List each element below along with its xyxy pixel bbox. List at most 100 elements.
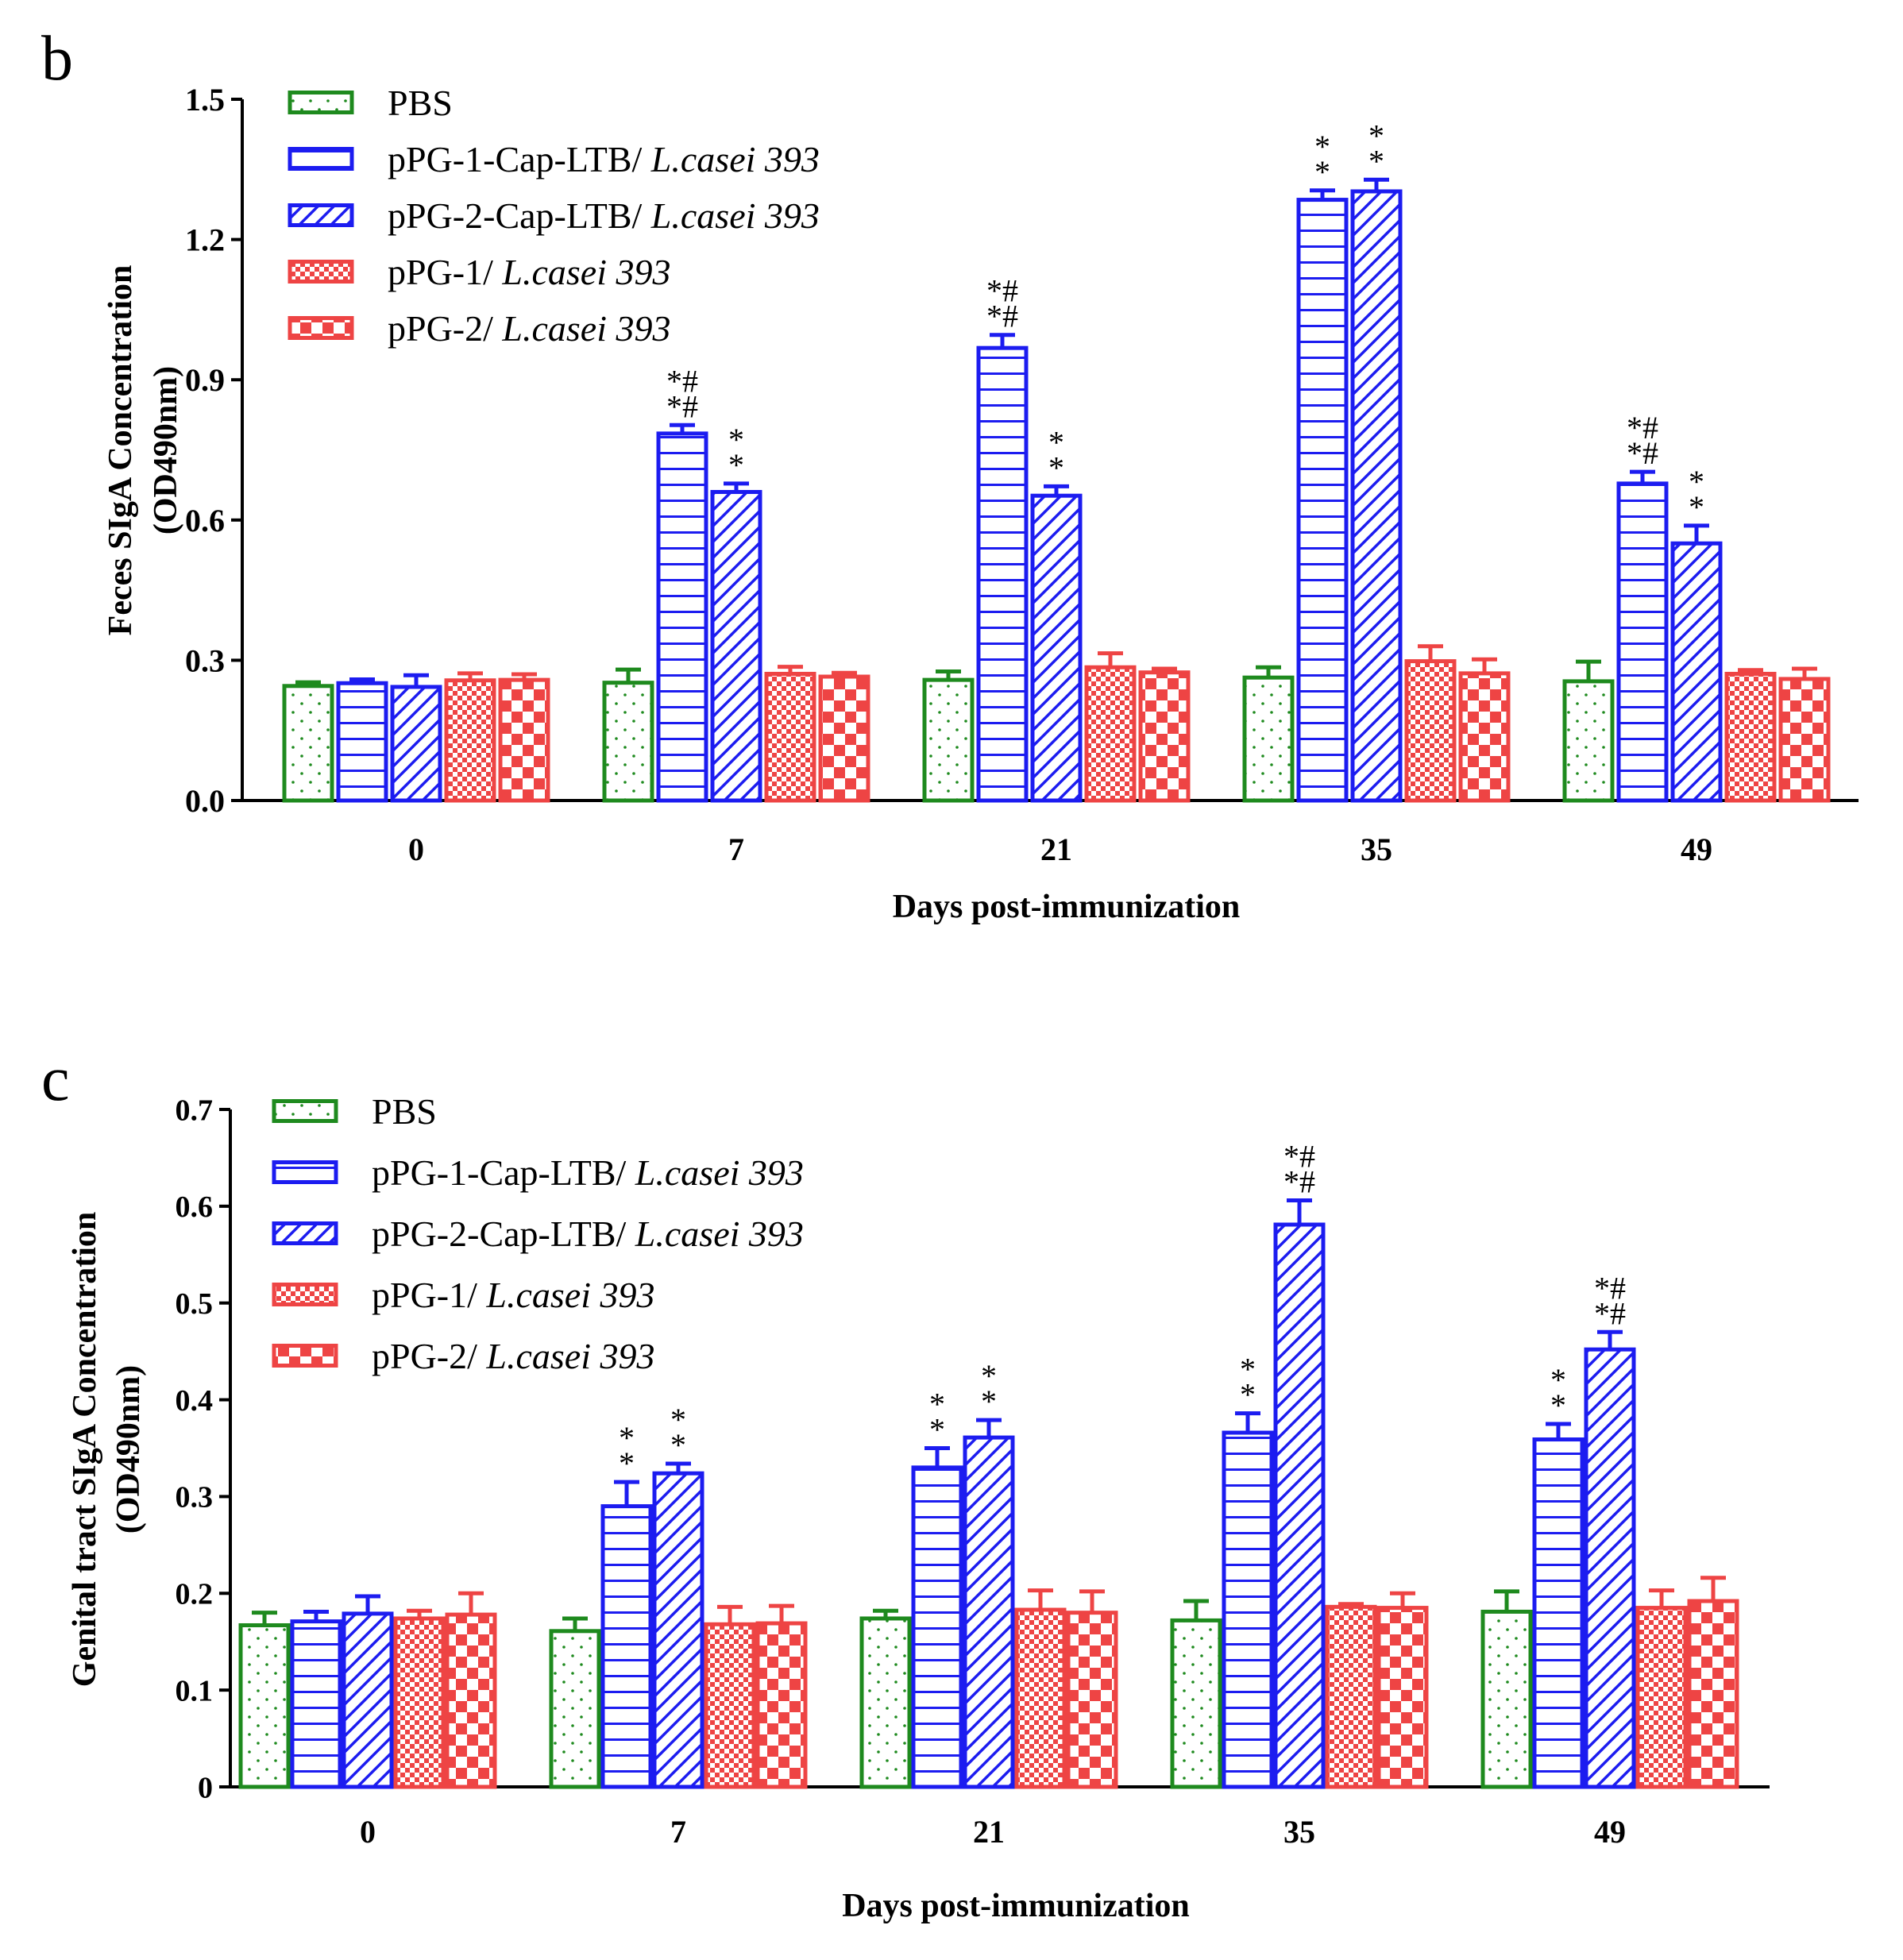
significance-mark: *#	[1283, 1164, 1315, 1200]
bar	[1325, 1604, 1377, 1789]
significance-mark: *	[670, 1427, 686, 1463]
legend-label: PBS	[388, 83, 453, 123]
bar	[600, 1504, 653, 1789]
significance-mark: *	[1240, 1377, 1256, 1413]
x-tick-label: 0	[408, 831, 424, 867]
legend-label: pPG-1/ L.casei 393	[372, 1275, 655, 1315]
x-axis-label: Days post-immunization	[842, 1888, 1190, 1924]
bar	[1350, 189, 1403, 803]
y-tick-label: 0	[198, 1771, 213, 1804]
legend-label: PBS	[372, 1091, 437, 1132]
bar	[342, 1611, 394, 1789]
legend-swatch	[288, 203, 354, 227]
x-tick-label: 21	[973, 1814, 1005, 1850]
bar	[1376, 1606, 1429, 1789]
legend-swatch	[272, 1344, 338, 1368]
x-tick-label: 35	[1361, 831, 1392, 867]
bar	[911, 1465, 963, 1789]
significance-mark: *	[1314, 154, 1330, 190]
legend-swatch	[272, 1283, 338, 1306]
significance-mark: *	[1689, 489, 1704, 525]
x-tick-label: 49	[1594, 1814, 1626, 1850]
bar	[1242, 675, 1295, 803]
legend-swatch	[272, 1160, 338, 1184]
legend-swatch	[288, 91, 354, 114]
bar	[238, 1622, 291, 1789]
significance-mark: *#	[986, 299, 1018, 334]
bar	[1138, 670, 1191, 803]
bar	[549, 1629, 601, 1789]
y-tick-label: 1.5	[185, 82, 225, 118]
x-tick-label: 0	[360, 1814, 376, 1850]
bar	[764, 671, 816, 803]
legend-swatch	[272, 1221, 338, 1245]
bar	[1480, 1609, 1533, 1789]
y-tick-label: 0.7	[176, 1094, 214, 1127]
bar	[656, 431, 708, 803]
y-axis-label-unit: (OD490nm)	[148, 366, 184, 534]
bar	[1458, 671, 1511, 803]
significance-mark: *#	[1283, 1139, 1315, 1175]
significance-mark: *	[1550, 1362, 1566, 1398]
legend-swatch	[272, 1099, 338, 1123]
panel-label-c: c	[41, 1044, 70, 1114]
significance-mark: *#	[1594, 1270, 1626, 1306]
significance-mark: *	[619, 1445, 635, 1481]
bar	[282, 684, 334, 803]
y-tick-label: 0.2	[176, 1578, 214, 1611]
bar	[976, 345, 1029, 803]
legend-swatch	[288, 260, 354, 284]
significance-mark: *	[728, 422, 744, 457]
bar	[1222, 1430, 1274, 1789]
significance-mark: *	[1368, 143, 1384, 179]
significance-mark: *#	[666, 363, 698, 399]
bar	[390, 685, 442, 803]
significance-mark: *	[929, 1412, 945, 1448]
chart-feces: 0.0 0.3 0.6 0.9 1.2 1.5 Feces SIgA Concentrati…	[102, 82, 1859, 925]
significance-mark: *#	[1594, 1295, 1626, 1331]
bar	[963, 1435, 1015, 1789]
bar	[445, 1612, 497, 1789]
bar	[602, 681, 654, 803]
significance-mark: *	[981, 1383, 997, 1419]
bar	[755, 1621, 808, 1789]
bar	[1724, 671, 1777, 803]
bar	[1404, 659, 1457, 803]
legend-label: pPG-2/ L.casei 393	[372, 1336, 655, 1376]
x-tick-label: 7	[728, 831, 744, 867]
significance-mark: *	[619, 1420, 635, 1456]
y-axis-label-unit: (OD490nm)	[110, 1365, 147, 1534]
significance-mark: *#	[666, 388, 698, 424]
x-axis-label: Days post-immunization	[893, 889, 1241, 925]
y-tick-label: 0.4	[176, 1384, 214, 1418]
y-tick-label: 0.5	[176, 1287, 214, 1321]
significance-mark: *	[1689, 464, 1704, 500]
bar	[710, 489, 762, 803]
significance-mark: *	[1048, 424, 1064, 460]
y-tick-label: 0.0	[185, 783, 225, 819]
bar	[1635, 1606, 1688, 1789]
bar	[1562, 679, 1615, 803]
significance-mark: *	[1240, 1352, 1256, 1387]
bar	[818, 674, 870, 803]
bar	[652, 1471, 704, 1789]
bar	[498, 677, 550, 803]
x-tick-label: 35	[1283, 1814, 1315, 1850]
bar	[1273, 1222, 1326, 1789]
legend-label: pPG-2-Cap-LTB/ L.casei 393	[388, 195, 820, 236]
bar	[859, 1616, 912, 1789]
y-tick-label: 1.2	[185, 222, 225, 258]
legend-label: pPG-2/ L.casei 393	[388, 308, 671, 349]
y-tick-label: 0.6	[176, 1190, 214, 1224]
bar	[1778, 677, 1831, 803]
legend-swatch	[288, 147, 354, 171]
bar	[393, 1616, 446, 1789]
bar	[1170, 1618, 1222, 1789]
y-axis-label: Genital tract SIgA Concentration	[67, 1212, 103, 1687]
bar	[1687, 1599, 1739, 1789]
bar	[1014, 1607, 1067, 1789]
y-tick-label: 0.3	[176, 1481, 214, 1514]
bar	[1084, 665, 1137, 803]
significance-mark: *	[670, 1402, 686, 1437]
